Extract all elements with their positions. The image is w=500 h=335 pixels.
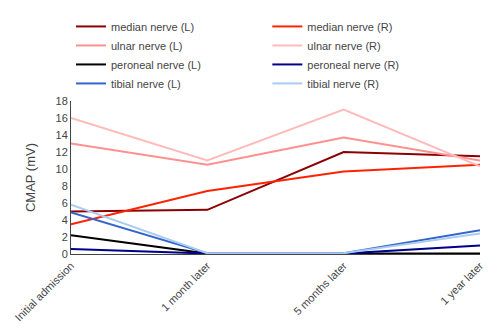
svg-text:ulnar nerve (L): ulnar nerve (L): [111, 40, 183, 52]
svg-text:6: 6: [62, 197, 68, 209]
svg-text:18: 18: [56, 95, 68, 107]
svg-text:8: 8: [62, 180, 68, 192]
svg-text:5 months later: 5 months later: [291, 259, 349, 317]
svg-text:14: 14: [56, 129, 68, 141]
svg-text:tibial nerve (L): tibial nerve (L): [111, 78, 181, 90]
svg-text:peroneal nerve (R): peroneal nerve (R): [307, 59, 399, 71]
svg-text:Initial admission: Initial admission: [12, 260, 76, 324]
svg-text:0: 0: [62, 248, 68, 260]
svg-text:1 month later: 1 month later: [159, 259, 213, 313]
svg-text:median nerve (R): median nerve (R): [307, 21, 392, 33]
svg-text:10: 10: [56, 163, 68, 175]
svg-text:2: 2: [62, 231, 68, 243]
svg-text:ulnar nerve (R): ulnar nerve (R): [307, 40, 380, 52]
svg-text:16: 16: [56, 112, 68, 124]
svg-text:peroneal nerve (L): peroneal nerve (L): [111, 59, 201, 71]
svg-text:tibial nerve (R): tibial nerve (R): [307, 78, 379, 90]
svg-text:4: 4: [62, 214, 68, 226]
svg-text:1 year later: 1 year later: [438, 259, 486, 307]
svg-text:12: 12: [56, 146, 68, 158]
svg-text:median nerve (L): median nerve (L): [111, 21, 194, 33]
svg-text:CMAP (mV): CMAP (mV): [23, 143, 38, 212]
